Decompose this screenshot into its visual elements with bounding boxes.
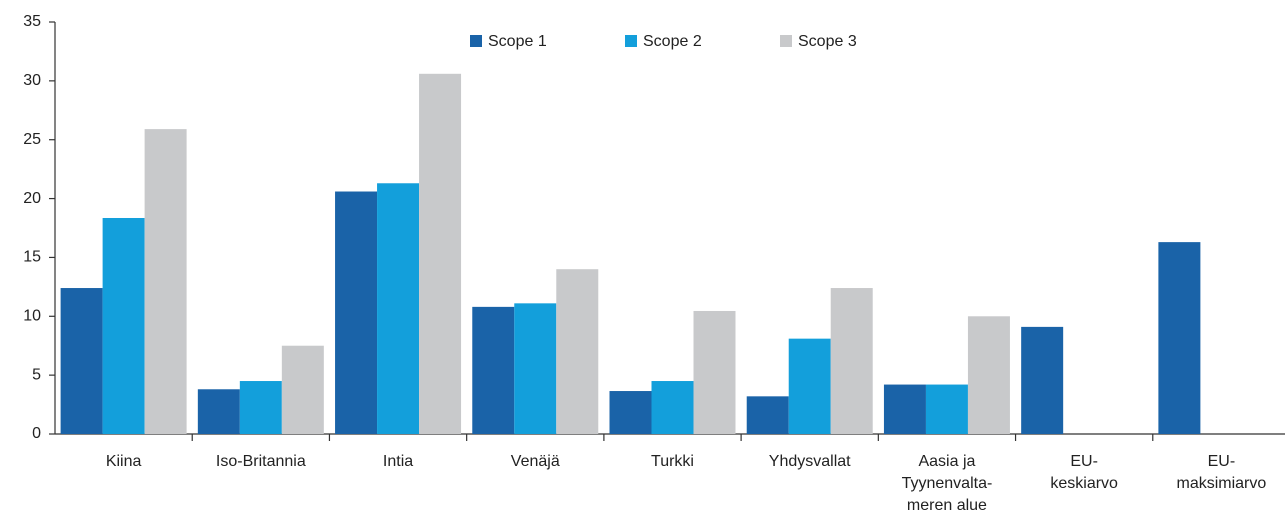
- x-tick-label: Venäjä: [511, 453, 560, 470]
- bar: [419, 73, 462, 435]
- bar: [514, 303, 557, 434]
- bar: [281, 345, 324, 434]
- bar: [830, 288, 873, 434]
- bar: [883, 384, 926, 434]
- bar: [377, 183, 420, 434]
- bar: [1158, 242, 1201, 434]
- x-tick-label: Iso-Britannia: [216, 453, 306, 470]
- bar: [925, 384, 968, 434]
- bar: [967, 316, 1010, 434]
- y-tick-label: 5: [32, 366, 41, 383]
- bar: [335, 191, 378, 434]
- bar: [60, 288, 103, 434]
- bar: [693, 310, 736, 434]
- x-tick-label: Yhdysvallat: [769, 453, 851, 470]
- legend-swatch: [470, 35, 482, 47]
- y-tick-label: 25: [23, 131, 41, 148]
- y-tick-label: 30: [23, 72, 41, 89]
- bar: [556, 269, 599, 434]
- y-tick-label: 20: [23, 190, 41, 207]
- bar: [746, 396, 789, 434]
- bar: [102, 217, 145, 434]
- x-tick-label: Aasia ja Tyynenvalta-meren alue: [902, 453, 993, 514]
- y-tick-label: 10: [23, 308, 41, 325]
- bar: [1021, 326, 1064, 434]
- bar: [144, 129, 187, 434]
- x-tick-label: EU-keskiarvo: [1050, 453, 1118, 492]
- legend-swatch: [780, 35, 792, 47]
- x-tick-label: Intia: [383, 453, 413, 470]
- bar: [472, 306, 515, 434]
- legend-swatch: [625, 35, 637, 47]
- y-tick-label: 15: [23, 249, 41, 266]
- legend-label: Scope 1: [488, 33, 547, 50]
- y-tick-label: 35: [23, 13, 41, 30]
- y-tick-label: 0: [32, 425, 41, 442]
- legend-label: Scope 3: [798, 33, 857, 50]
- legend-label: Scope 2: [643, 33, 702, 50]
- x-tick-label: Turkki: [651, 453, 694, 470]
- x-tick-label: EU-maksimiarvo: [1176, 453, 1266, 492]
- bar: [239, 381, 282, 434]
- bar: [609, 391, 652, 434]
- bar: [197, 389, 240, 434]
- bar: [788, 338, 831, 434]
- bar: [651, 381, 694, 434]
- x-tick-label: Kiina: [106, 453, 142, 470]
